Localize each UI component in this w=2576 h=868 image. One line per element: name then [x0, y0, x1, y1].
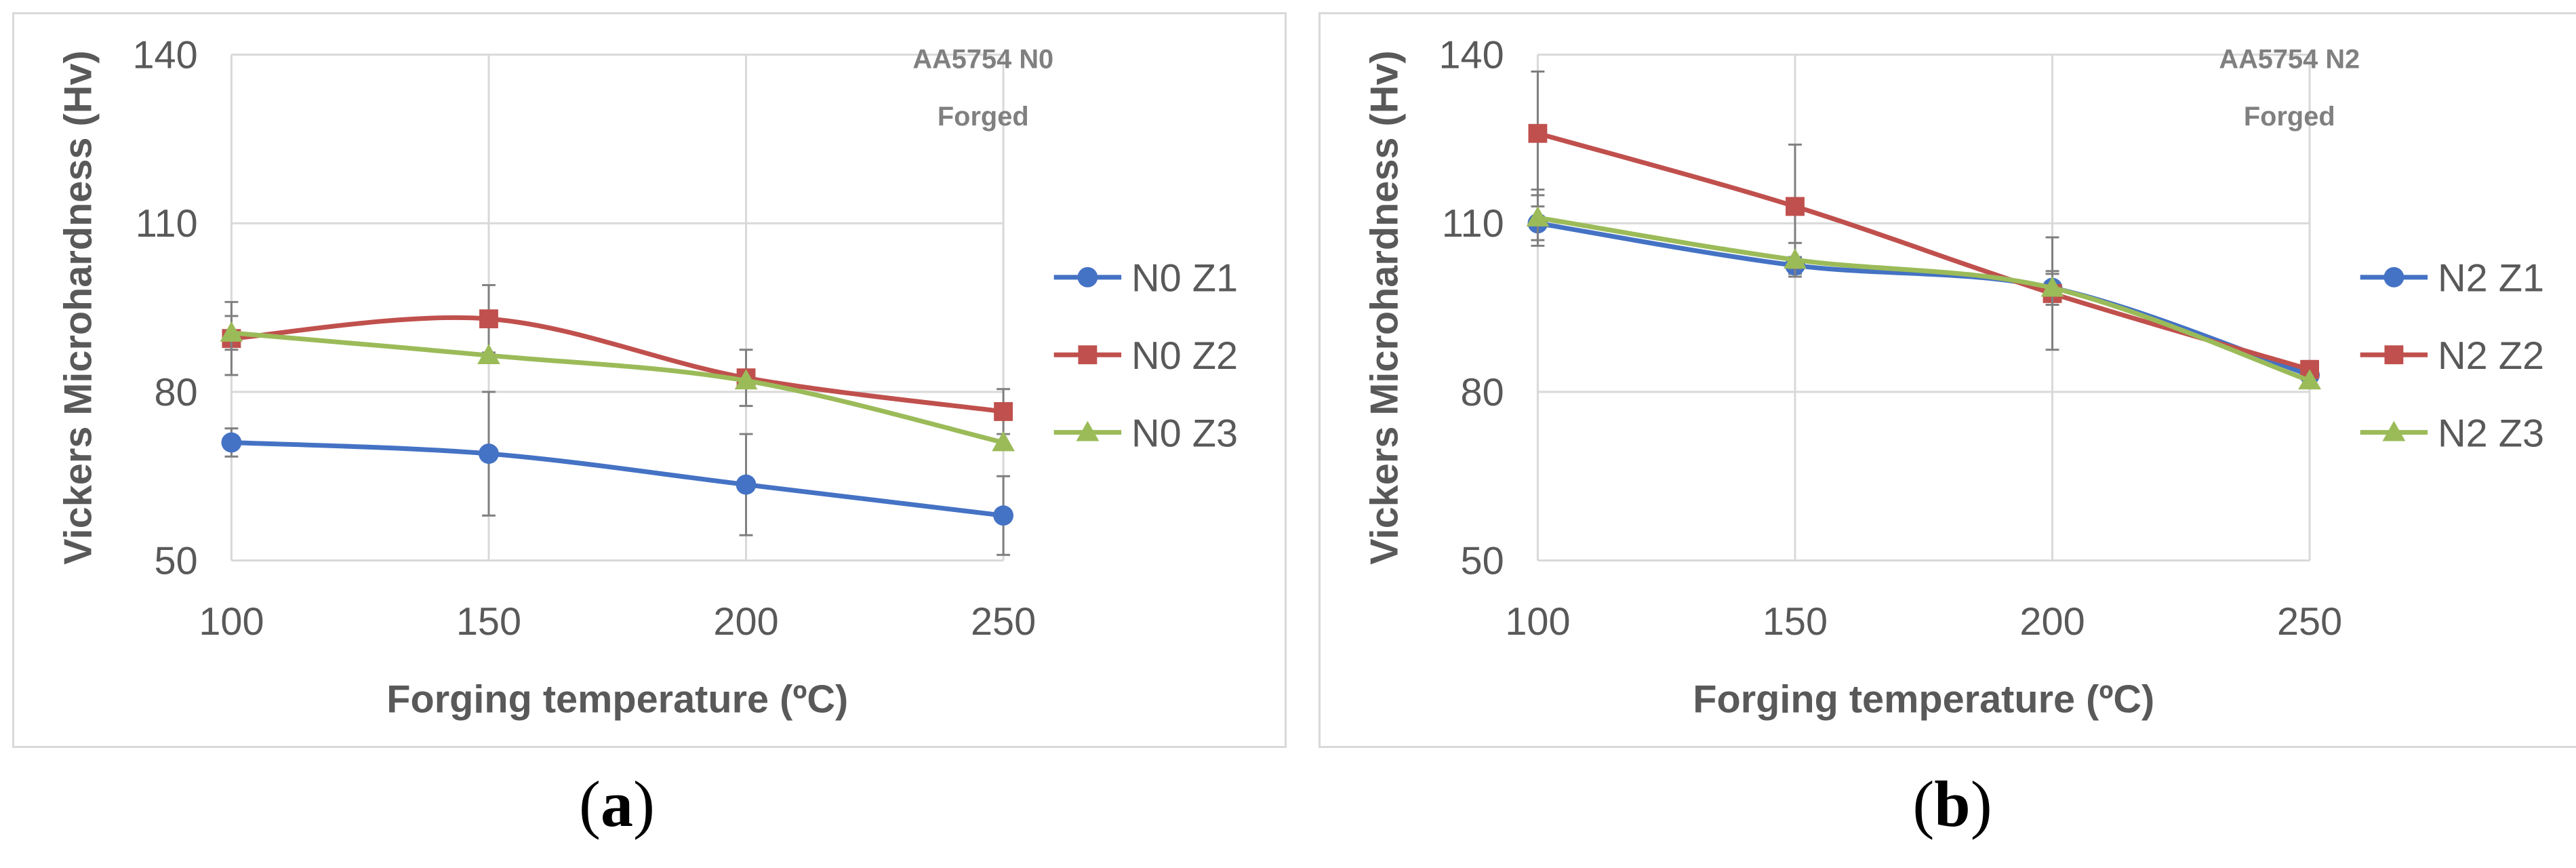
- legend-marker: [2383, 267, 2404, 288]
- x-tick-label: 200: [2019, 600, 2085, 644]
- y-tick-label: 110: [1442, 202, 1504, 245]
- x-tick-label: 200: [713, 600, 778, 644]
- series-line: [231, 440, 1004, 518]
- panel-caption-a: (a): [579, 768, 655, 840]
- x-tick-label: 100: [1505, 600, 1570, 644]
- x-tick-label: 150: [456, 600, 521, 644]
- data-point-marker: [994, 401, 1013, 421]
- series-n2-z3: [1526, 189, 2322, 390]
- data-point-marker: [1784, 248, 1807, 269]
- legend-label: N2 Z1: [2438, 257, 2544, 300]
- legend-label: N0 Z3: [1131, 412, 1238, 455]
- legend-marker: [1077, 267, 1098, 288]
- series-line: [231, 330, 1004, 445]
- legend-marker: [2384, 345, 2404, 365]
- y-tick-label: 80: [1461, 371, 1504, 414]
- panel-caption-b-letter: b: [1934, 768, 1971, 840]
- data-point-marker: [992, 431, 1015, 452]
- y-axis-title: Vickers Microhardness (Hv): [1363, 50, 1407, 564]
- panel-caption-b: (b): [1912, 768, 1992, 840]
- y-axis-title: Vickers Microhardness (Hv): [57, 50, 100, 564]
- data-point-marker: [2298, 369, 2322, 390]
- panel-caption-a-letter: a: [601, 768, 633, 840]
- data-point-marker: [477, 344, 500, 364]
- legend-label: N2 Z2: [2438, 334, 2544, 378]
- data-point-marker: [1526, 206, 1550, 226]
- data-point-marker: [1786, 197, 1805, 216]
- x-tick-label: 250: [2277, 600, 2342, 644]
- series-n0-z3: [220, 315, 1015, 452]
- data-point-marker: [221, 432, 242, 453]
- chart-svg-b: 50 80 110 140 100 150 200 250 Forging temperatur…: [1363, 34, 2544, 722]
- series-line: [231, 315, 1004, 414]
- legend-label: N0 Z2: [1131, 334, 1238, 378]
- chart-annotation-line: AA5754 N0: [912, 45, 1053, 75]
- series-n0-z1: [221, 391, 1014, 556]
- y-tick-label: 50: [1461, 539, 1504, 583]
- legend-marker: [2382, 420, 2406, 441]
- data-point-marker: [479, 309, 498, 329]
- x-tick-label: 150: [1763, 600, 1828, 644]
- x-tick-label: 250: [971, 600, 1036, 644]
- series-line: [1537, 220, 2311, 378]
- chart-panel-b: 50 80 110 140 100 150 200 250 Forging temperatur…: [1319, 12, 2576, 748]
- chart-annotation-line: Forged: [938, 102, 1029, 132]
- data-point-marker: [734, 369, 758, 390]
- x-axis-title: Forging temperature (ºC): [386, 677, 848, 721]
- y-tick-label: 140: [1439, 34, 1504, 77]
- series-line: [1537, 215, 2311, 383]
- chart-svg-a: 50 80 110 140 100 150 200 250 Forging temperatur…: [57, 34, 1238, 722]
- chart-annotation-line: Forged: [2244, 102, 2335, 132]
- data-point-marker: [479, 443, 499, 464]
- data-point-marker: [993, 505, 1014, 526]
- x-axis-title: Forging temperature (ºC): [1693, 677, 2154, 721]
- legend-marker: [1076, 420, 1100, 441]
- chart-annotation-line: AA5754 N2: [2219, 45, 2360, 75]
- data-point-marker: [1528, 123, 1548, 143]
- y-tick-label: 50: [155, 539, 198, 583]
- legend-label: N2 Z3: [2438, 412, 2544, 455]
- x-tick-label: 100: [199, 600, 264, 644]
- data-point-marker: [736, 474, 757, 495]
- legend-marker: [1078, 345, 1098, 365]
- data-point-marker: [2040, 276, 2064, 297]
- y-tick-label: 110: [136, 202, 198, 245]
- series-n2-z1: [1527, 205, 2320, 385]
- y-tick-label: 140: [133, 34, 198, 77]
- data-point-marker: [220, 321, 243, 342]
- y-tick-label: 80: [155, 371, 198, 414]
- chart-panel-a: 50 80 110 140 100 150 200 250 Forging temperatur…: [12, 12, 1287, 748]
- legend-label: N0 Z1: [1131, 257, 1238, 300]
